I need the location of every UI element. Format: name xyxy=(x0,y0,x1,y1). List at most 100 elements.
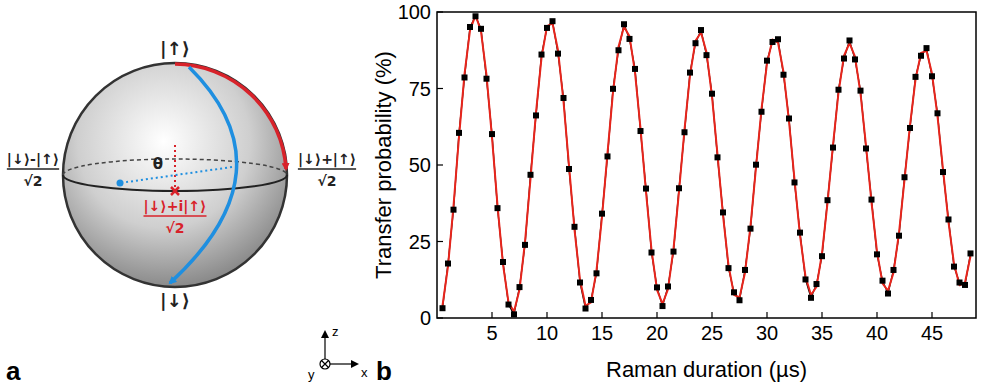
data-point xyxy=(533,112,539,118)
y-tick xyxy=(437,164,443,165)
state-label: |↓⟩ xyxy=(160,290,190,311)
data-point xyxy=(462,74,468,80)
y-tick-label: 50 xyxy=(409,154,431,176)
x-tick-label: 30 xyxy=(756,322,778,344)
y-tick-label: 25 xyxy=(409,231,431,253)
x-tick-label: 45 xyxy=(921,322,943,344)
state-label: |↑⟩ xyxy=(160,38,190,59)
data-point xyxy=(528,172,534,178)
data-point xyxy=(918,53,924,59)
fraction-bar xyxy=(298,168,356,170)
fraction-denominator: √2 xyxy=(23,173,42,189)
data-point xyxy=(643,186,649,192)
data-point xyxy=(803,276,809,282)
data-point xyxy=(517,284,523,290)
y-arrow xyxy=(320,359,330,369)
data-point xyxy=(940,169,946,175)
data-point xyxy=(786,115,792,121)
y-axis-title: Transfer probability (%) xyxy=(371,51,396,279)
data-point xyxy=(577,280,583,286)
data-point xyxy=(946,216,952,222)
x-tick xyxy=(656,312,657,318)
data-point xyxy=(935,110,941,116)
y-tick xyxy=(437,11,443,12)
data-point xyxy=(676,185,682,191)
x-tick xyxy=(546,312,547,318)
data-point xyxy=(484,76,490,82)
data-point xyxy=(885,291,891,297)
fraction-numerator: |↓⟩+i|↑⟩ xyxy=(143,198,206,215)
z-arrow xyxy=(324,332,325,359)
data-point xyxy=(753,162,759,168)
fraction-numerator: |↓⟩+|↑⟩ xyxy=(298,151,356,168)
x-tick xyxy=(876,312,877,318)
data-point xyxy=(500,259,506,265)
figure: θ|↑⟩|↓⟩|↓⟩-|↑⟩√2|↓⟩+|↑⟩√2|↓⟩+i|↑⟩√2zxyab… xyxy=(0,0,990,387)
data-point xyxy=(583,306,589,312)
data-point xyxy=(489,131,495,137)
data-point xyxy=(957,280,963,286)
data-point xyxy=(665,283,671,289)
x-tick-label: 40 xyxy=(866,322,888,344)
data-point xyxy=(841,56,847,62)
panel-label: b xyxy=(376,356,392,386)
data-point xyxy=(440,305,446,311)
x-tick xyxy=(491,312,492,318)
data-point xyxy=(869,197,875,203)
x-arrow xyxy=(330,363,357,364)
axis-glyph-label: x xyxy=(361,365,368,380)
data-point xyxy=(968,250,974,256)
data-point xyxy=(616,47,622,53)
data-point xyxy=(863,145,869,151)
data-point xyxy=(836,87,842,93)
axis-glyph-label: y xyxy=(308,367,315,382)
data-point xyxy=(775,36,781,42)
data-point xyxy=(544,25,550,31)
data-point xyxy=(759,109,765,115)
fraction-denominator: √2 xyxy=(165,220,184,236)
x-axis-title: Raman duration (µs) xyxy=(606,357,807,382)
data-point xyxy=(605,153,611,159)
data-point xyxy=(511,311,517,317)
data-point xyxy=(737,297,743,303)
data-point xyxy=(907,125,913,131)
data-point xyxy=(555,51,561,57)
y-tick-label: 100 xyxy=(398,1,431,23)
data-point xyxy=(550,18,556,24)
data-point xyxy=(731,289,737,295)
data-point xyxy=(704,52,710,58)
data-point xyxy=(880,278,886,284)
data-point xyxy=(627,36,633,42)
data-point xyxy=(566,166,572,172)
data-point xyxy=(495,205,501,211)
fraction-label: |↓⟩+i|↑⟩ √2 xyxy=(143,198,206,236)
data-point xyxy=(797,230,803,236)
y-tick-label: 0 xyxy=(420,307,431,329)
data-point xyxy=(693,40,699,46)
panel-b: 510152025303540450255075100Raman duratio… xyxy=(371,1,976,382)
data-point xyxy=(456,130,462,136)
data-point xyxy=(913,74,919,80)
data-point xyxy=(874,251,880,257)
data-point xyxy=(638,128,644,134)
x-tick xyxy=(711,312,712,318)
data-point xyxy=(951,264,957,270)
fraction-numerator: |↓⟩-|↑⟩ xyxy=(7,151,59,168)
red-rotation-arc xyxy=(175,64,286,169)
data-point xyxy=(572,224,578,230)
y-arrow-cross xyxy=(322,361,329,368)
data-point xyxy=(698,27,704,33)
x-tick-label: 25 xyxy=(701,322,723,344)
data-point xyxy=(561,95,567,101)
y-tick xyxy=(437,241,443,242)
x-tick-label: 10 xyxy=(536,322,558,344)
x-tick-label: 35 xyxy=(811,322,833,344)
data-point xyxy=(709,91,715,97)
data-point xyxy=(891,267,897,273)
data-point xyxy=(654,284,660,290)
data-point xyxy=(594,270,600,276)
y-tick xyxy=(437,88,443,89)
data-point xyxy=(632,66,638,72)
data-point xyxy=(660,303,666,309)
data-point xyxy=(522,242,528,248)
